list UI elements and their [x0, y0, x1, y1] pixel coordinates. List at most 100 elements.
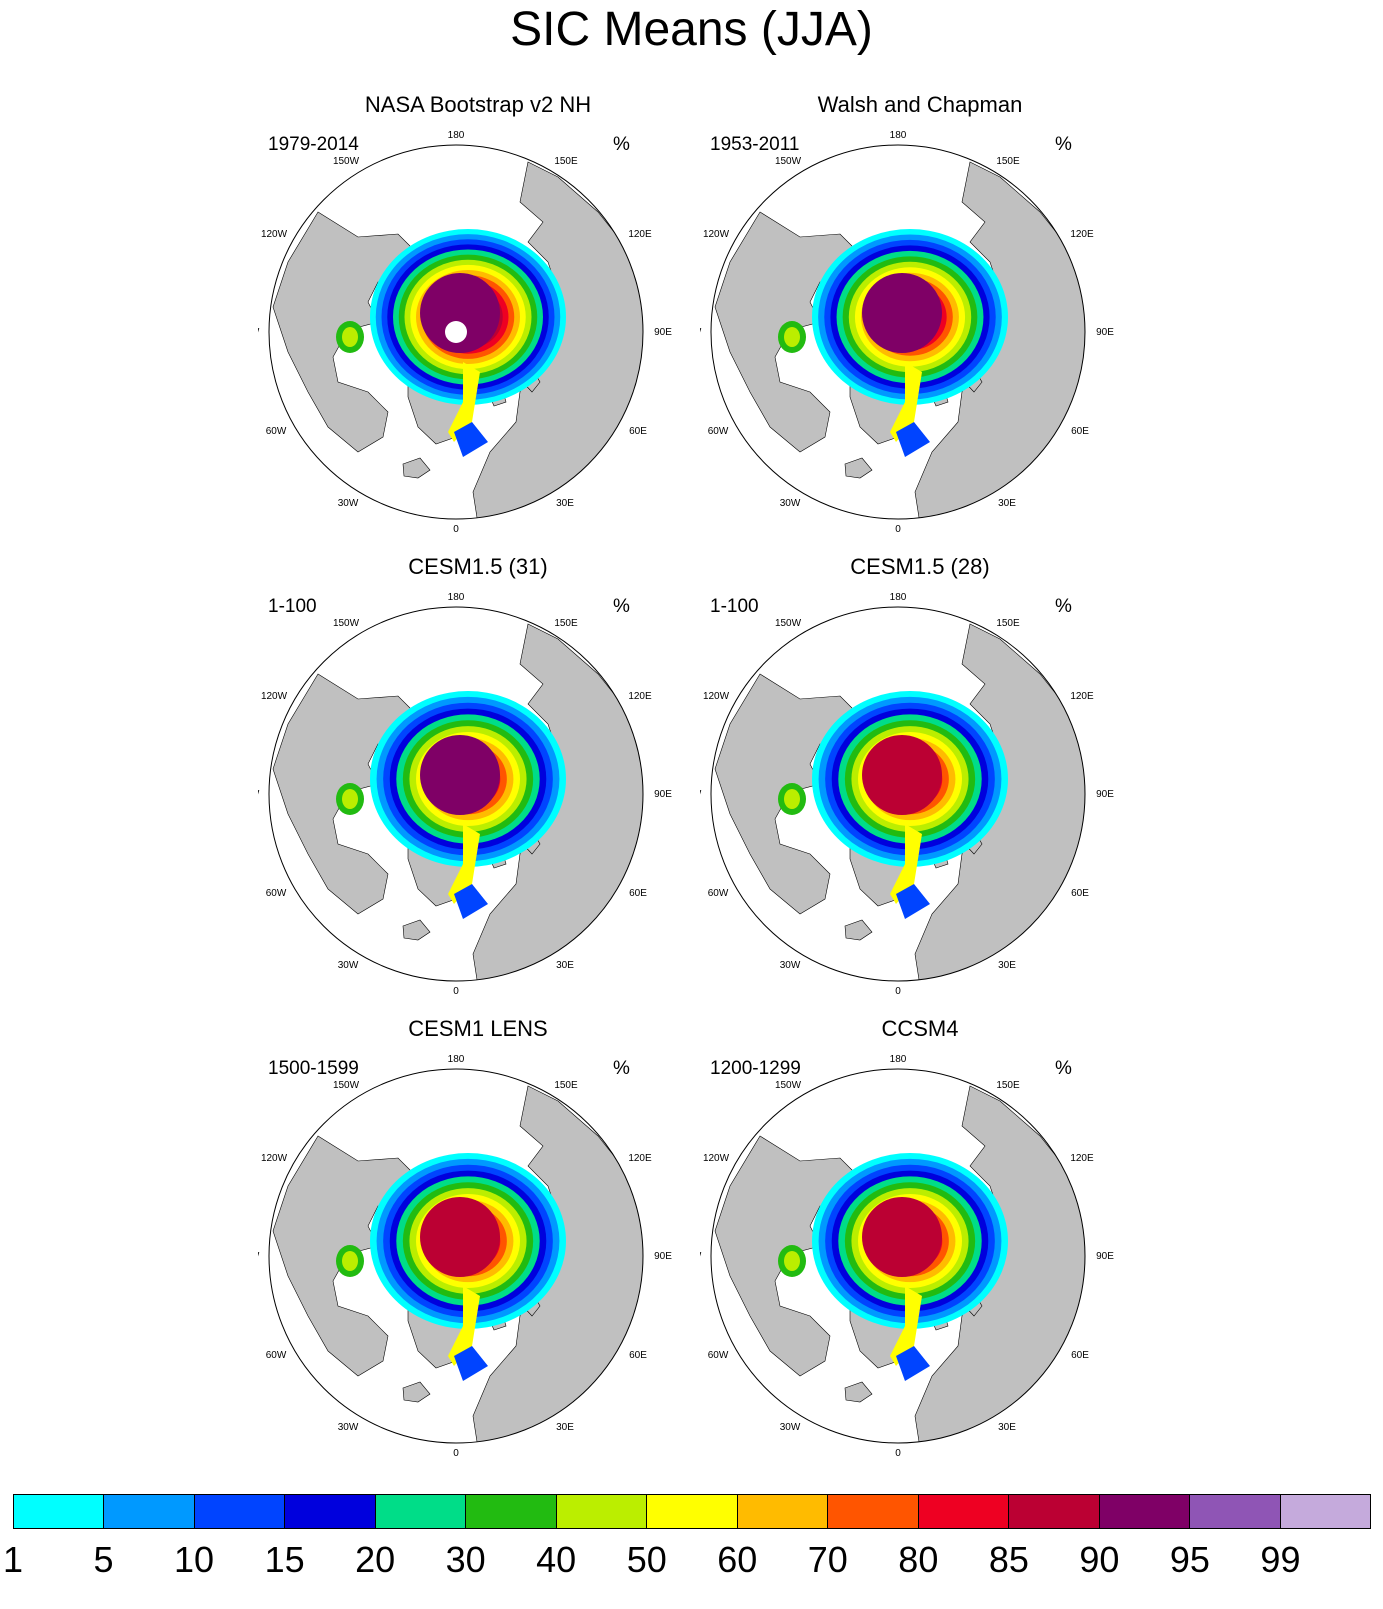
- colorbar-box: [285, 1495, 376, 1528]
- lon-label: 120W: [261, 1153, 288, 1164]
- lon-label: 30W: [338, 1422, 359, 1433]
- lon-label: 180: [448, 130, 465, 141]
- panel-title: CESM1.5 (28): [850, 554, 990, 579]
- panel-title: Walsh and Chapman: [817, 92, 1023, 117]
- lon-label: 30E: [998, 1422, 1016, 1433]
- lon-label: 90W: [258, 327, 260, 338]
- colorbar-label: 1: [2, 1539, 24, 1580]
- panel-period: 1500-1599: [268, 1058, 359, 1079]
- lon-label: 150E: [554, 618, 578, 629]
- colorbar-label: 40: [536, 1539, 577, 1580]
- lon-label: 30E: [556, 960, 574, 971]
- colorbar-box: [1099, 1495, 1191, 1528]
- lon-label: 0: [895, 1448, 901, 1459]
- colorbar-box: [556, 1495, 648, 1528]
- lon-label: 90W: [258, 789, 260, 800]
- lon-label: 60W: [708, 888, 729, 899]
- map-panel: 180 150W 150E 120W 120E 90W 90E 60W 60E 30W 30E 0 Wa…: [700, 92, 1140, 554]
- lon-label: 90W: [700, 1251, 702, 1262]
- panel-period: 1-100: [268, 596, 317, 617]
- panel-units: %: [613, 1058, 630, 1079]
- colorbar-label: 99: [1260, 1539, 1301, 1580]
- colorbar-label: 70: [807, 1539, 848, 1580]
- lon-label: 150W: [333, 618, 360, 629]
- colorbar-label: 15: [264, 1539, 305, 1580]
- lon-label: 60E: [1071, 426, 1089, 437]
- lon-label: 0: [453, 524, 459, 535]
- map-panel: 180 150W 150E 120W 120E 90W 90E 60W 60E 30W 30E 0 CE…: [700, 554, 1140, 1016]
- lon-label: 30E: [556, 1422, 574, 1433]
- lon-label: 30W: [780, 498, 801, 509]
- lon-label: 0: [453, 986, 459, 997]
- lon-label: 30E: [556, 498, 574, 509]
- lon-label: 30E: [998, 498, 1016, 509]
- lon-label: 150W: [775, 1080, 802, 1091]
- lon-label: 90W: [700, 789, 702, 800]
- polar-map: 180 150W 150E 120W 120E 90W 90E 60W 60E 30W 30E 0: [258, 130, 672, 535]
- lon-label: 0: [895, 524, 901, 535]
- colorbar-label: 95: [1169, 1539, 1210, 1580]
- colorbar-box: [1009, 1495, 1100, 1528]
- colorbar-box: [104, 1495, 195, 1528]
- lon-label: 60W: [266, 426, 287, 437]
- panel-period: 1200-1299: [710, 1058, 801, 1079]
- map-panel: 180 150W 150E 120W 120E 90W 90E 60W 60E 30W 30E 0 CE…: [258, 1016, 698, 1478]
- panel-units: %: [613, 596, 630, 617]
- figure-title: SIC Means (JJA): [510, 3, 873, 56]
- lon-label: 60E: [629, 888, 647, 899]
- lon-label: 60E: [1071, 888, 1089, 899]
- lon-label: 120E: [1070, 1153, 1094, 1164]
- lon-label: 60W: [266, 1350, 287, 1361]
- lon-label: 180: [448, 592, 465, 603]
- panel-units: %: [1055, 1058, 1072, 1079]
- colorbar-label: 20: [355, 1539, 396, 1580]
- colorbar-label: 60: [717, 1539, 758, 1580]
- lon-label: 150E: [996, 156, 1020, 167]
- colorbar-box: [737, 1495, 829, 1528]
- colorbar-label: 80: [898, 1539, 939, 1580]
- colorbar-box: [1280, 1495, 1371, 1528]
- lon-label: 90W: [258, 1251, 260, 1262]
- lon-label: 90E: [1096, 327, 1114, 338]
- lon-label: 150W: [775, 156, 802, 167]
- lon-label: 150E: [996, 1080, 1020, 1091]
- lon-label: 0: [453, 1448, 459, 1459]
- lon-label: 120W: [261, 691, 288, 702]
- panel-period: 1953-2011: [710, 134, 800, 155]
- lon-label: 120E: [628, 691, 652, 702]
- lon-label: 180: [890, 592, 907, 603]
- lon-label: 120W: [703, 229, 730, 240]
- colorbar-label: 5: [93, 1539, 114, 1580]
- colorbar-box: [918, 1495, 1010, 1528]
- colorbar-label: 50: [626, 1539, 667, 1580]
- lon-label: 150W: [333, 1080, 360, 1091]
- lon-label: 90E: [1096, 789, 1114, 800]
- polar-map: 180 150W 150E 120W 120E 90W 90E 60W 60E 30W 30E 0: [700, 1054, 1114, 1459]
- panel-title: NASA Bootstrap v2 NH: [364, 92, 592, 117]
- lon-label: 150W: [333, 156, 360, 167]
- lon-label: 30W: [338, 498, 359, 509]
- lon-label: 60W: [708, 1350, 729, 1361]
- lon-label: 120E: [628, 229, 652, 240]
- panel-title: CESM1 LENS: [408, 1016, 548, 1041]
- colorbar-label: 30: [445, 1539, 486, 1580]
- colorbar-label: 90: [1079, 1539, 1120, 1580]
- lon-label: 30W: [338, 960, 359, 971]
- lon-label: 150E: [554, 1080, 578, 1091]
- polar-map: 180 150W 150E 120W 120E 90W 90E 60W 60E 30W 30E 0: [700, 130, 1114, 535]
- colorbar: [13, 1494, 1371, 1529]
- colorbar-label: 85: [988, 1539, 1029, 1580]
- colorbar-box: [14, 1495, 105, 1528]
- colorbar-box: [375, 1495, 467, 1528]
- lon-label: 60W: [708, 426, 729, 437]
- map-panel: 180 150W 150E 120W 120E 90W 90E 60W 60E 30W 30E 0 NA…: [258, 92, 698, 554]
- lon-label: 60E: [1071, 1350, 1089, 1361]
- lon-label: 150E: [996, 618, 1020, 629]
- lon-label: 120W: [703, 1153, 730, 1164]
- lon-label: 90E: [654, 1251, 672, 1262]
- lon-label: 90E: [654, 789, 672, 800]
- lon-label: 180: [448, 1054, 465, 1065]
- lon-label: 180: [890, 130, 907, 141]
- lon-label: 30W: [780, 1422, 801, 1433]
- lon-label: 30W: [780, 960, 801, 971]
